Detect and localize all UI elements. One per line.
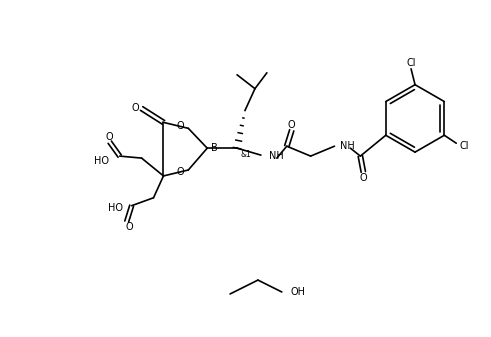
Text: NH: NH [269,151,284,161]
Text: NH: NH [340,141,355,151]
Text: O: O [132,103,139,114]
Text: HO: HO [108,203,123,213]
Text: O: O [106,132,113,142]
Text: O: O [359,173,367,183]
Text: &1: &1 [241,150,251,159]
Text: Cl: Cl [460,141,469,151]
Text: O: O [177,167,184,177]
Text: HO: HO [94,156,109,166]
Text: OH: OH [291,287,306,297]
Text: B: B [211,143,218,153]
Text: O: O [126,221,134,232]
Text: Cl: Cl [407,58,416,68]
Text: O: O [288,120,296,130]
Text: O: O [177,121,184,131]
